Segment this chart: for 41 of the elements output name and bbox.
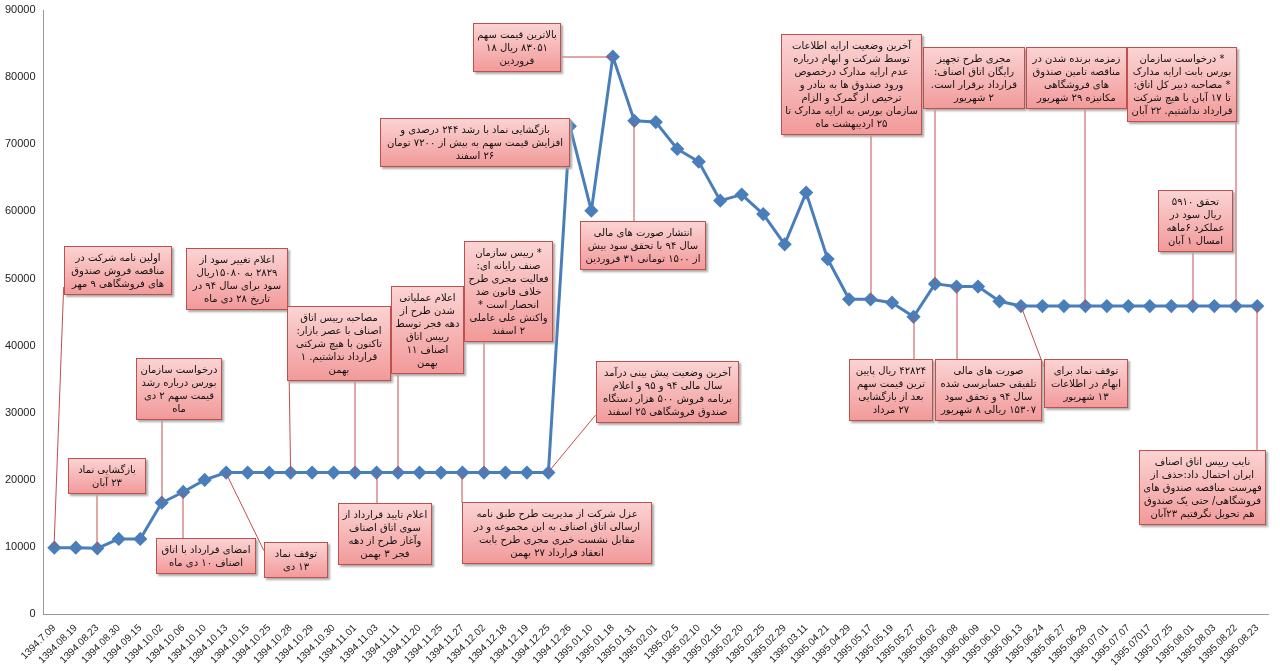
y-tick-label: 70000	[4, 137, 36, 150]
y-tick-label: 20000	[4, 472, 36, 485]
callout-box: انتشار صورت های مالی سال ۹۴ با تحقق سود بیش از ۱۵۰۰ تومانی ۳۱ فروردین	[580, 221, 706, 270]
annotation: تحقق ۵۹۱۰ ریال سود در عملکرد ۶ماهه امسال ۱ آبان	[1165, 195, 1226, 247]
callout-box: اعلام تغییر سود از ۲۸۲۹ به ۱۵۰۸۰ریال سود برای سال ۹۴ در تاریخ ۲۸ دی ماه	[186, 248, 288, 310]
callout-box: صورت های مالی تلفیقی حسابرسی شده سال ۹۴ و تحقق سود ۱۵۳۰۷ ریالی ۸ شهریور	[935, 359, 1042, 421]
annotation: اولین نامه شرکت در مناقصه فروش صندوق های فروشگاهی ۹ مهر	[70, 251, 166, 290]
callout-box: مصاحبه رییس اتاق اصناف با عصر بازار: تاکنون با هیچ شرکتی قرارداد نداشتیم. ۱ بهمن	[287, 306, 391, 381]
annotation: مجری طرح تجهیز رایگان اتاق اصناف: قرارداد برقرار است. ۲ شهریور	[929, 52, 1019, 104]
callout-box: عزل شرکت از مدیریت طرح طبق نامه ارسالی اتاق اصناف به این مجموعه و در مقابل نشست خبری مجری طرح بابت انعقاد قرارداد ۲۷ بهمن	[462, 502, 652, 564]
callout-box: بازگشایی نماد با رشد ۲۴۴ درصدی و افزایش قیمت سهم به بیش از ۷۲۰۰ تومان ۲۶ اسفند	[380, 118, 570, 167]
annotation: بازگشایی نماد ۲۳ آبان	[77, 463, 137, 489]
callout-box: امضای قرارداد با اتاق اصناف ۱۰ دی ماه	[156, 538, 256, 574]
callout-box: آخرین وضعیت ارایه اطلاعات توسط شرکت و ابهام درباره عدم ارایه مدارک درخصوص ورود صندوق ها به بنادر و ترخیص از گمرک و الزام سازمان بورس به ارایه مدارک تا ۲۵ اردیبهشت ماه	[781, 34, 922, 135]
y-tick-label: 90000	[4, 3, 36, 16]
callout-box: بالاترین قیمت سهم ۸۳۰۵۱ ریال ۱۸ فروردین	[473, 23, 561, 72]
annotation: توقف نماد ۱۳ دی	[273, 547, 319, 573]
callout-box: مجری طرح تجهیز رایگان اتاق اصناف: قرارداد برقرار است. ۲ شهریور	[923, 47, 1025, 109]
y-tick-label: 80000	[4, 70, 36, 83]
callout-box: اعلام عملیاتی شدن طرح از دهه فجر توسط رییس اتاق اصناف ۱۱ بهمن	[391, 286, 464, 374]
callout-box: تحقق ۵۹۱۰ ریال سود در عملکرد ۶ماهه امسال ۱ آبان	[1158, 190, 1233, 252]
callout-box: توقف نماد برای ابهام در اطلاعات ۱۳ شهریور	[1044, 359, 1128, 408]
callout-box: نایب رییس اتاق اصناف ایران احتمال داد:حذف از فهرست مناقصه صندوق های فروشگاهی/ حتی یک صندوق هم تحویل نگرفتیم ۲۳آبان	[1139, 450, 1266, 525]
annotation: عزل شرکت از مدیریت طرح طبق نامه ارسالی اتاق اصناف به این مجموعه و در مقابل نشست خبری مجری طرح بابت انعقاد قرارداد ۲۷ بهمن	[472, 507, 642, 559]
callout-box: اعلام تایید قرارداد از سوی اتاق اصناف وآغاز طرح از دهه فجر ۳ بهمن	[338, 503, 432, 565]
callout-box: بازگشایی نماد ۲۳ آبان	[68, 458, 146, 494]
y-tick-label: 50000	[4, 271, 36, 284]
y-tick-label: 0	[29, 607, 36, 620]
callout-box: درخواست سازمان بورس درباره رشد قیمت سهم ۲ دی ماه	[136, 358, 222, 420]
callout-box: زمزمه برنده شدن در مناقصه تامین صندوق های فروشگاهی مکانیزه ۲۹ شهریور	[1026, 47, 1127, 109]
callout-box: اولین نامه شرکت در مناقصه فروش صندوق های فروشگاهی ۹ مهر	[64, 246, 172, 295]
callout-box: توقف نماد ۱۳ دی	[264, 542, 328, 578]
callout-box: ۴۲۸۲۴ ریال پایین ترین قیمت سهم بعد از بازگشایی ۲۷ مرداد	[849, 359, 933, 421]
y-tick-label: 30000	[4, 405, 36, 418]
y-tick-label: 40000	[4, 338, 36, 351]
annotation: مصاحبه رییس اتاق اصناف با عصر بازار: تاکنون با هیچ شرکتی قرارداد نداشتیم. ۱ بهمن	[294, 311, 384, 376]
y-tick-label: 60000	[4, 204, 36, 217]
callout-box: آخرین وضعیت پیش بینی درآمد سال مالی ۹۴ و ۹۵ و اعلام برنامه فروش ۵۰۰ هزار دستگاه صندوق فروشگاهی ۲۵ اسفند	[596, 361, 739, 423]
callout-box: * درخواست سازمان بورس بابت ارایه مدارک * مصاحبه دبیر کل اتاق: تا ۱۷ آبان با هیچ شرکت قرارداد نداشتیم. ۲۲ آبان	[1127, 47, 1237, 122]
callout-box: * رییس سازمان صنف رایانه ای: فعالیت مجری طرح خلاف قانون ضد انحصار است * واکنش علی عاملی ۲ اسفند	[464, 241, 553, 342]
y-tick-label: 10000	[4, 540, 36, 553]
